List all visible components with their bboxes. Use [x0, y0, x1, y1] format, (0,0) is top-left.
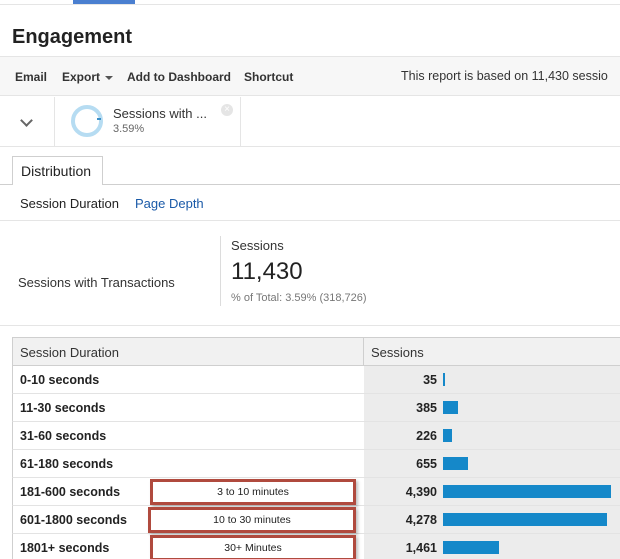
- row-sessions-bar: [443, 373, 445, 386]
- add-to-dashboard-button[interactable]: Add to Dashboard: [127, 70, 231, 84]
- dimension-session-duration[interactable]: Session Duration: [20, 196, 119, 211]
- email-button[interactable]: Email: [15, 70, 48, 84]
- row-sessions-value: 4,390: [405, 485, 437, 499]
- row-dimension-label: 601-1800 seconds: [20, 513, 128, 527]
- annotation-callout: 3 to 10 minutes: [150, 479, 356, 505]
- table-row: 61-180 seconds 655: [12, 450, 620, 478]
- row-sessions-value: 35: [423, 373, 437, 387]
- annotation-callout: 30+ Minutes: [150, 535, 356, 559]
- row-sessions-value: 226: [416, 429, 437, 443]
- row-dimension-label: 11-30 seconds: [20, 401, 106, 415]
- table-row: 31-60 seconds 226: [12, 422, 620, 450]
- row-sessions-bar: [443, 401, 458, 414]
- row-value-cell: [364, 422, 620, 449]
- summary-segment-label: Sessions with Transactions: [18, 275, 175, 290]
- tab-bar: Distribution: [0, 147, 620, 185]
- row-sessions-value: 4,278: [405, 513, 437, 527]
- row-value-cell: [364, 366, 620, 393]
- tab-distribution[interactable]: Distribution: [12, 156, 103, 185]
- row-sessions-bar: [443, 485, 611, 498]
- caret-down-icon: [105, 75, 114, 80]
- report-toolbar: Email Export Add to Dashboard Shortcut T…: [0, 56, 620, 96]
- top-divider: [0, 4, 620, 5]
- row-sessions-bar: [443, 513, 607, 526]
- summary-metric-value: 11,430: [231, 258, 303, 285]
- summary-metric-label: Sessions: [231, 238, 284, 253]
- export-label: Export: [62, 70, 101, 84]
- row-sessions-value: 1,461: [405, 541, 437, 555]
- shortcut-button[interactable]: Shortcut: [244, 70, 294, 84]
- chevron-down-icon: [20, 114, 33, 127]
- distribution-table: Session Duration Sessions 0-10 seconds 35…: [12, 337, 620, 559]
- table-body: 0-10 seconds 35 11-30 seconds 385 31-60 seco…: [12, 366, 620, 559]
- row-dimension-label: 0-10 seconds: [20, 373, 100, 387]
- row-sessions-bar: [443, 541, 499, 554]
- close-icon[interactable]: ×: [221, 104, 233, 116]
- dimension-page-depth-link[interactable]: Page Depth: [135, 196, 204, 211]
- table-row: 601-1800 seconds 4,278: [12, 506, 620, 534]
- row-dimension-label: 1801+ seconds: [20, 541, 110, 555]
- export-button[interactable]: Export: [62, 70, 114, 84]
- row-sessions-value: 655: [416, 457, 437, 471]
- table-row: 181-600 seconds 4,390: [12, 478, 620, 506]
- report-sampling-info: This report is based on 11,430 sessio: [401, 69, 608, 83]
- segment-collapse-button[interactable]: [0, 97, 55, 147]
- segment-card[interactable]: Sessions with ... 3.59% ×: [55, 97, 241, 147]
- segment-bar: Sessions with ... 3.59% ×: [0, 97, 620, 147]
- row-value-cell: [364, 450, 620, 477]
- dimension-switcher: Session Duration Page Depth: [0, 185, 620, 221]
- summary-panel: Sessions with Transactions Sessions 11,4…: [0, 222, 620, 326]
- annotation-callout: 10 to 30 minutes: [148, 507, 356, 533]
- page-title: Engagement: [12, 26, 133, 48]
- segment-donut-icon: [71, 105, 103, 137]
- segment-name: Sessions with ...: [113, 106, 207, 121]
- row-dimension-label: 181-600 seconds: [20, 485, 121, 499]
- column-header-session-duration[interactable]: Session Duration: [20, 345, 119, 360]
- row-sessions-bar: [443, 457, 468, 470]
- row-dimension-label: 31-60 seconds: [20, 429, 107, 443]
- summary-percent-of-total: % of Total: 3.59% (318,726): [231, 292, 367, 304]
- row-sessions-bar: [443, 429, 452, 442]
- row-value-cell: [364, 394, 620, 421]
- summary-divider: [220, 236, 221, 306]
- active-nav-indicator: [73, 0, 135, 4]
- row-dimension-label: 61-180 seconds: [20, 457, 114, 471]
- segment-percent: 3.59%: [113, 123, 145, 135]
- table-header: Session Duration Sessions: [12, 337, 620, 366]
- table-row: 11-30 seconds 385: [12, 394, 620, 422]
- column-header-sessions[interactable]: Sessions: [371, 345, 424, 360]
- table-row: 0-10 seconds 35: [12, 366, 620, 394]
- table-row: 1801+ seconds 1,461: [12, 534, 620, 559]
- column-divider: [363, 338, 364, 366]
- row-sessions-value: 385: [416, 401, 437, 415]
